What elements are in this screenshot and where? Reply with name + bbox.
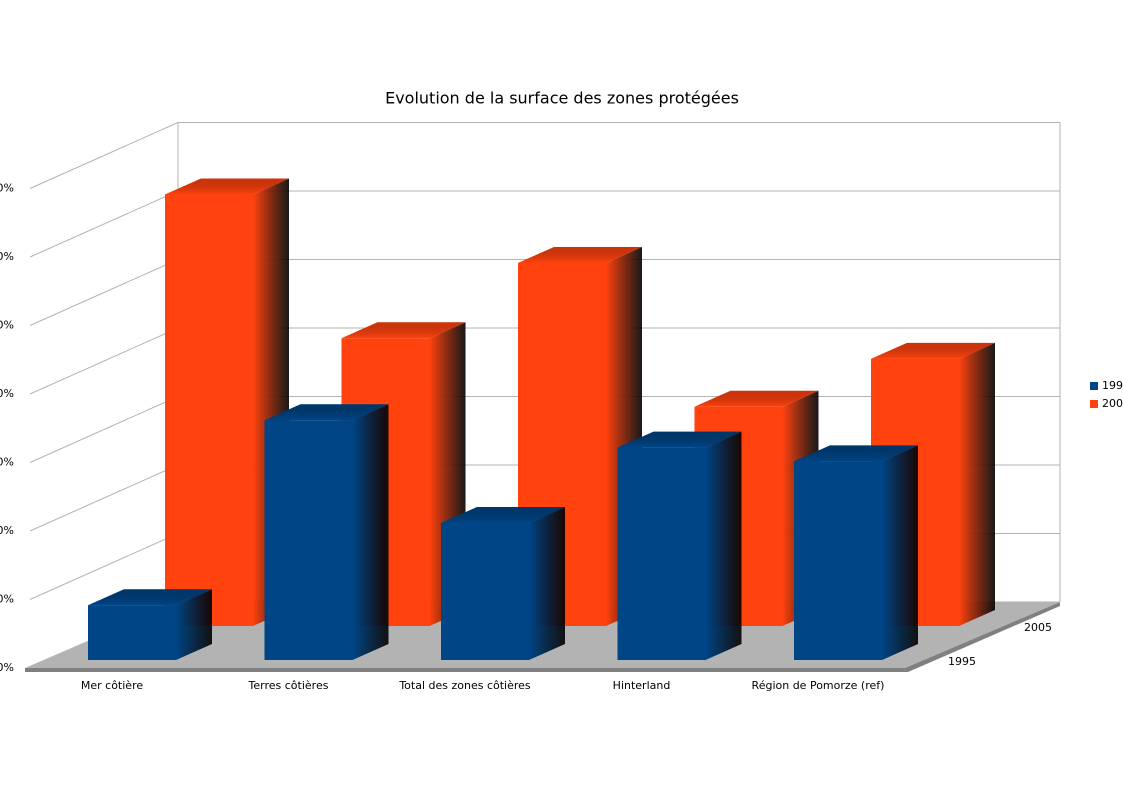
y-tick-label: 50% bbox=[0, 319, 14, 332]
bar-side bbox=[959, 342, 995, 626]
legend-swatch bbox=[1090, 382, 1098, 390]
bar-top-shade bbox=[165, 178, 289, 195]
bar bbox=[264, 420, 353, 660]
bar bbox=[165, 194, 253, 626]
bar-top-shade bbox=[518, 246, 642, 263]
y-tick-label: 30% bbox=[0, 456, 14, 469]
bar-top-shade bbox=[794, 445, 918, 462]
depth-label: 2005 bbox=[1024, 621, 1052, 634]
bar-side bbox=[882, 445, 918, 660]
bar-top-shade bbox=[264, 404, 389, 421]
grid-line bbox=[29, 396, 179, 463]
x-tick-label: Terres côtières bbox=[248, 679, 329, 692]
chart-title: Evolution de la surface des zones protég… bbox=[385, 89, 739, 108]
bar-top-shade bbox=[871, 342, 995, 359]
x-tick-label: Mer côtière bbox=[81, 679, 143, 692]
legend-label: 1995 bbox=[1102, 379, 1123, 392]
depth-label: 1995 bbox=[948, 655, 976, 668]
legend-label: 2005 bbox=[1102, 397, 1123, 410]
bar-side bbox=[705, 431, 742, 660]
x-tick-label: Région de Pomorze (ref) bbox=[752, 679, 885, 692]
y-tick-label: 40% bbox=[0, 387, 14, 400]
grid-line bbox=[29, 464, 179, 532]
bar-top-shade bbox=[694, 390, 819, 407]
bar-top-shade bbox=[341, 322, 466, 339]
y-tick-label: 0% bbox=[0, 661, 14, 674]
y-tick-label: 70% bbox=[0, 182, 14, 195]
x-tick-label: Hinterland bbox=[613, 679, 671, 692]
y-tick-label: 20% bbox=[0, 524, 14, 537]
y-tick-label: 10% bbox=[0, 593, 14, 606]
grid-line bbox=[29, 327, 179, 395]
legend-swatch bbox=[1090, 400, 1098, 408]
bar bbox=[617, 447, 706, 660]
x-tick-label: Total des zones côtières bbox=[398, 679, 531, 692]
bar-top-shade bbox=[88, 589, 212, 606]
bar bbox=[441, 523, 529, 660]
bar-top-shade bbox=[617, 431, 742, 448]
grid-line bbox=[29, 190, 179, 258]
grid-line bbox=[29, 259, 179, 326]
grid-line bbox=[29, 122, 179, 189]
bar-side bbox=[352, 404, 389, 660]
bar bbox=[794, 461, 882, 660]
y-tick-label: 60% bbox=[0, 250, 14, 263]
bar-side bbox=[176, 589, 212, 660]
bar-top-shade bbox=[441, 507, 565, 523]
bar-side bbox=[529, 507, 565, 660]
bar bbox=[88, 605, 176, 660]
grid-line bbox=[29, 533, 179, 600]
